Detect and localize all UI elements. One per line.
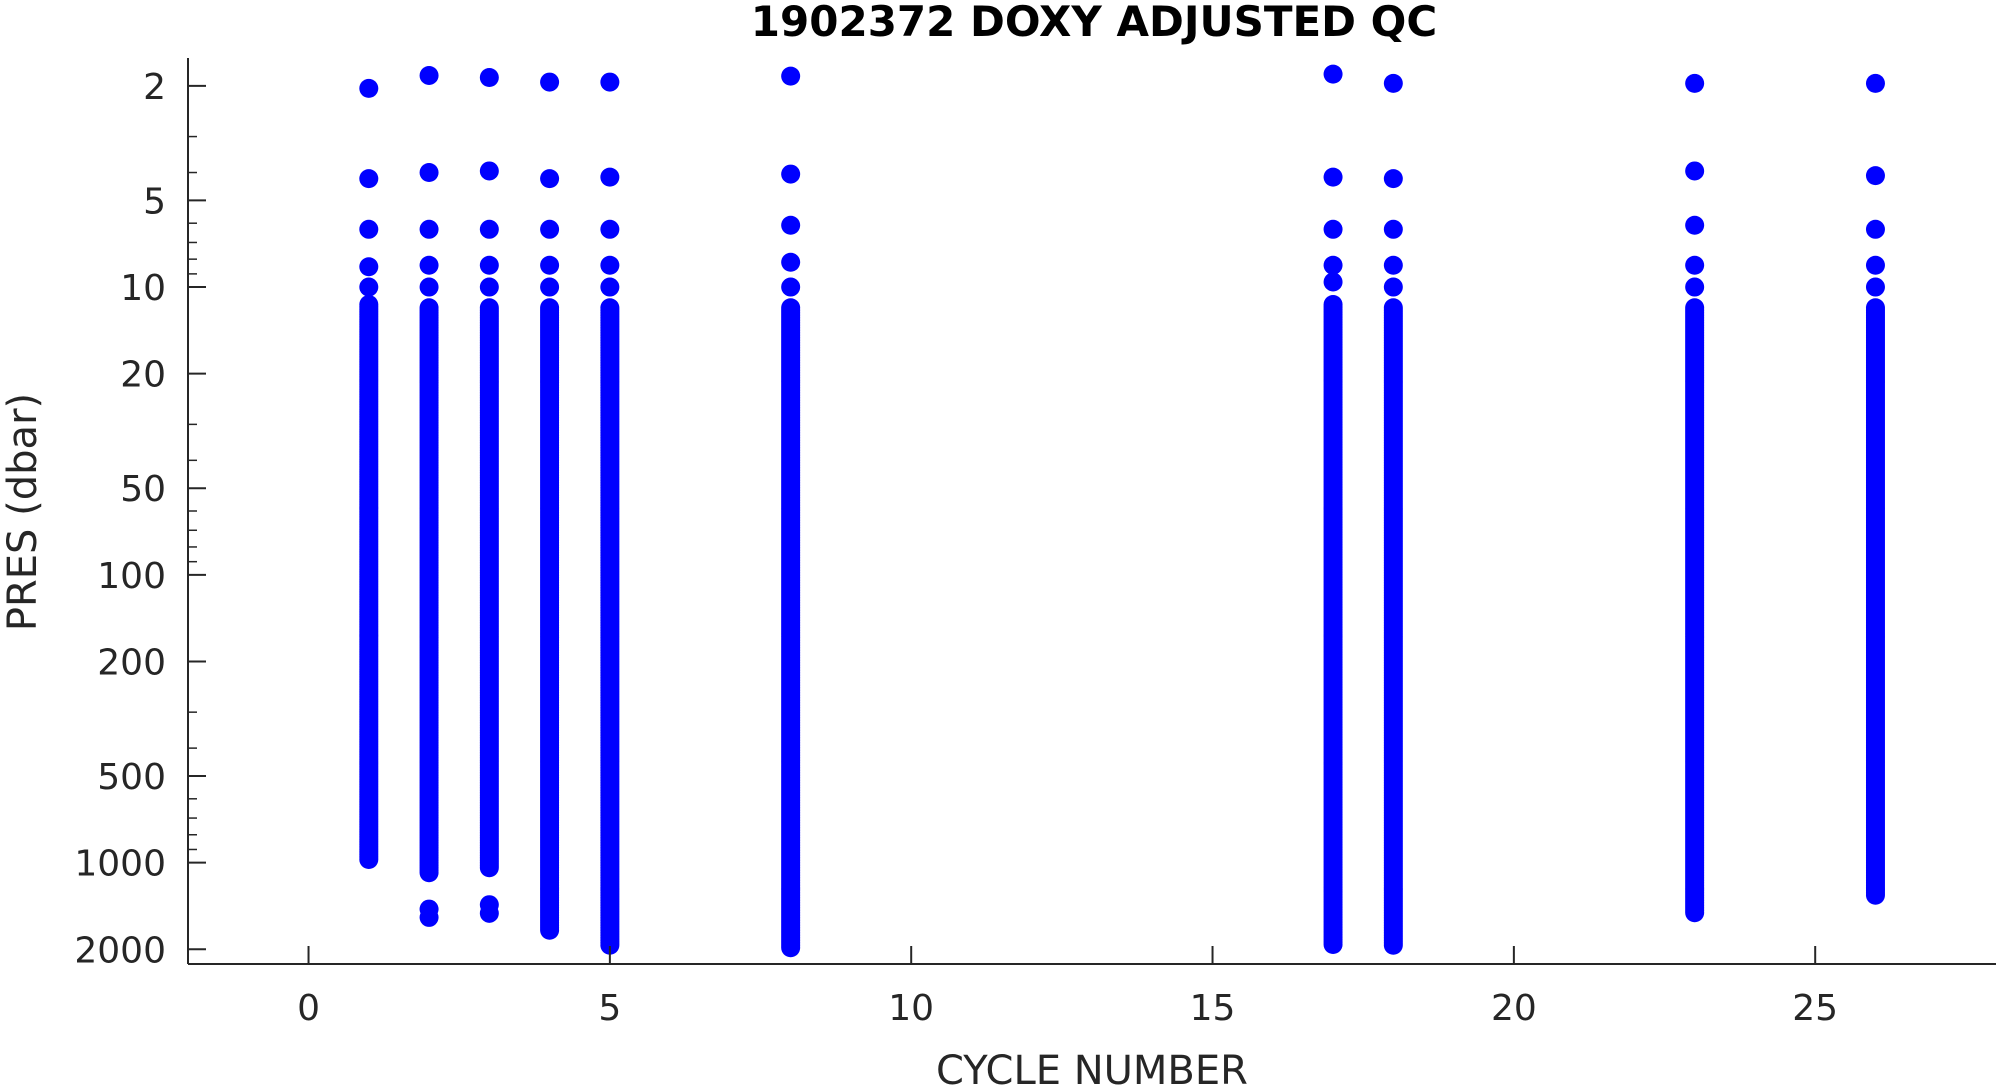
data-point — [540, 169, 560, 189]
y-tick-label: 500 — [97, 757, 166, 798]
data-point — [1865, 277, 1885, 297]
data-point — [359, 219, 379, 239]
data-point — [419, 219, 439, 239]
data-point — [1685, 215, 1705, 235]
data-point — [479, 255, 499, 275]
data-point — [479, 161, 499, 181]
data-point — [540, 277, 560, 297]
y-tick-label: 2 — [143, 67, 166, 108]
data-point — [1865, 166, 1885, 186]
data-point — [479, 219, 499, 239]
data-point — [1323, 935, 1343, 955]
y-tick-label: 5 — [143, 181, 166, 222]
points-layer — [359, 64, 1885, 958]
data-point — [781, 215, 801, 235]
data-point — [1383, 73, 1403, 93]
axes-layer — [187, 58, 1996, 965]
x-tick-label: 15 — [1190, 988, 1236, 1029]
data-point — [1323, 64, 1343, 84]
data-point — [1685, 903, 1705, 923]
y-tick-label: 200 — [97, 642, 166, 683]
y-tick-label: 1000 — [74, 844, 166, 885]
data-point — [1323, 167, 1343, 187]
data-point — [1323, 272, 1343, 292]
data-point — [540, 920, 560, 940]
data-point — [359, 169, 379, 189]
data-point — [419, 65, 439, 85]
data-point — [1685, 161, 1705, 181]
data-point — [600, 72, 620, 92]
data-point — [1383, 277, 1403, 297]
data-point — [540, 219, 560, 239]
data-point — [1383, 169, 1403, 189]
data-point — [419, 863, 439, 883]
chart-title: 1902372 DOXY ADJUSTED QC — [751, 0, 1437, 46]
data-point — [419, 163, 439, 183]
y-axis-label: PRES (dbar) — [0, 393, 46, 631]
data-point — [781, 66, 801, 86]
data-point — [1383, 219, 1403, 239]
data-point — [781, 164, 801, 184]
data-point — [419, 255, 439, 275]
data-point — [359, 78, 379, 98]
x-tick-label: 10 — [888, 988, 934, 1029]
data-point — [359, 257, 379, 277]
x-axis-label: CYCLE NUMBER — [936, 1048, 1248, 1088]
data-point — [1865, 885, 1885, 905]
data-point — [1323, 219, 1343, 239]
data-point — [781, 252, 801, 272]
y-tick-label: 2000 — [74, 930, 166, 971]
data-point — [1685, 255, 1705, 275]
data-point — [600, 167, 620, 187]
data-point — [540, 255, 560, 275]
x-tick-label: 20 — [1491, 988, 1537, 1029]
data-point — [479, 277, 499, 297]
data-point — [540, 72, 560, 92]
data-point — [781, 938, 801, 958]
y-tick-label: 50 — [120, 469, 166, 510]
y-tick-label: 10 — [120, 268, 166, 309]
y-tick-label: 20 — [120, 355, 166, 396]
data-point — [419, 907, 439, 927]
data-point — [479, 858, 499, 878]
data-point — [359, 850, 379, 870]
data-point — [1323, 255, 1343, 275]
data-point — [600, 935, 620, 955]
data-point — [1685, 73, 1705, 93]
data-point — [600, 255, 620, 275]
data-point — [1383, 935, 1403, 955]
data-point — [479, 67, 499, 87]
data-point — [359, 277, 379, 297]
data-point — [479, 903, 499, 923]
x-tick-label: 5 — [598, 988, 621, 1029]
data-point — [1865, 73, 1885, 93]
data-point — [1865, 219, 1885, 239]
y-tick-label: 100 — [97, 556, 166, 597]
data-point — [419, 277, 439, 297]
data-point — [600, 277, 620, 297]
x-tick-label: 0 — [297, 988, 320, 1029]
data-point — [1383, 255, 1403, 275]
data-point — [781, 277, 801, 297]
data-point — [1865, 255, 1885, 275]
data-point — [1685, 277, 1705, 297]
data-point — [600, 219, 620, 239]
x-tick-label: 25 — [1792, 988, 1838, 1029]
